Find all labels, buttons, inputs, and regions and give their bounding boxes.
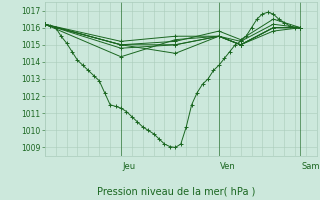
- Text: Jeu: Jeu: [122, 162, 135, 171]
- Text: Sam: Sam: [302, 162, 320, 171]
- Text: Ven: Ven: [220, 162, 236, 171]
- Text: Pression niveau de la mer( hPa ): Pression niveau de la mer( hPa ): [97, 186, 255, 196]
